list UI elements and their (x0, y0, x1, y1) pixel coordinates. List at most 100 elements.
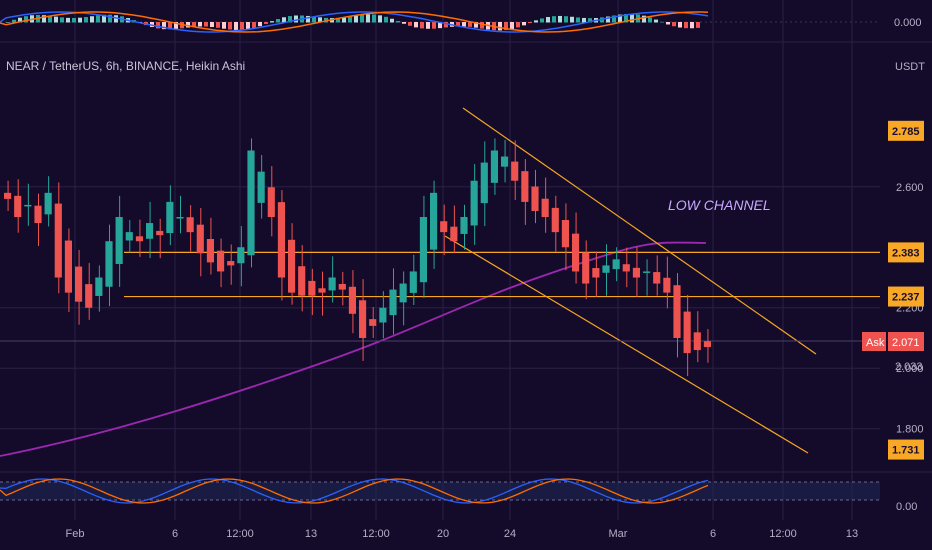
candle-body[interactable] (501, 156, 509, 167)
macd-bar (222, 22, 226, 29)
candle-body[interactable] (632, 267, 640, 278)
candle-body[interactable] (115, 217, 123, 264)
candle-body[interactable] (318, 288, 326, 293)
candle-body[interactable] (653, 272, 661, 284)
candle-body[interactable] (328, 277, 336, 291)
candle-body[interactable] (490, 150, 498, 183)
candle-body[interactable] (95, 277, 103, 296)
candle-body[interactable] (430, 192, 438, 250)
candle-body[interactable] (409, 271, 417, 293)
candle-body[interactable] (683, 311, 691, 354)
candle-body[interactable] (166, 201, 174, 234)
candle-body[interactable] (521, 171, 529, 202)
candle-body[interactable] (85, 284, 93, 308)
candle-body[interactable] (419, 217, 427, 283)
channel-lower-trendline[interactable] (444, 235, 809, 454)
candle-body[interactable] (602, 265, 610, 273)
candle-body[interactable] (247, 150, 255, 256)
candle-body[interactable] (531, 186, 539, 211)
candle-body[interactable] (470, 180, 478, 226)
macd-bar (90, 16, 94, 23)
candle-body[interactable] (663, 277, 671, 293)
candle-body[interactable] (105, 241, 113, 287)
candle-body[interactable] (572, 233, 580, 272)
candle-body[interactable] (511, 161, 519, 181)
ask-tag-price-bg (888, 332, 924, 351)
macd-bar (204, 22, 208, 27)
candle-body[interactable] (582, 252, 590, 284)
candle-body[interactable] (75, 266, 83, 302)
candle-body[interactable] (359, 300, 367, 338)
candle-body[interactable] (592, 268, 600, 278)
macd-bar (210, 22, 214, 28)
candle-body[interactable] (389, 289, 397, 316)
macd-bar (360, 14, 364, 23)
candle-body[interactable] (460, 217, 468, 234)
ask-tag-label-bg (862, 332, 886, 351)
candle-body[interactable] (541, 198, 549, 218)
candle-body[interactable] (257, 171, 265, 203)
currency-label: USDT (895, 61, 925, 73)
candle-body[interactable] (64, 240, 72, 293)
moving-average-line (0, 241, 707, 457)
candle-body[interactable] (673, 285, 681, 338)
macd-bar (258, 22, 262, 27)
ask-tag[interactable]: Ask 2.071 (862, 332, 924, 351)
candle-body[interactable] (4, 192, 12, 199)
price-tags: 2.785 2.383 2.237 1.731 (888, 120, 924, 460)
candle-body[interactable] (146, 223, 154, 239)
candlesticks[interactable] (4, 138, 711, 377)
macd-bar (696, 22, 700, 28)
candle-body[interactable] (308, 280, 316, 296)
candle-body[interactable] (298, 266, 306, 296)
macd-bar (6, 22, 10, 23)
candle-body[interactable] (277, 202, 285, 278)
candle-body[interactable] (267, 187, 275, 218)
macd-bar (558, 15, 562, 23)
candle-body[interactable] (227, 261, 235, 266)
candle-body[interactable] (125, 232, 133, 241)
candle-body[interactable] (643, 271, 651, 273)
macd-bar (516, 22, 520, 28)
macd-bar (396, 20, 400, 23)
candle-body[interactable] (34, 205, 42, 224)
macd-bar (288, 16, 292, 23)
candle-body[interactable] (196, 224, 204, 254)
macd-bar (162, 22, 166, 30)
stochastic-pane[interactable] (0, 478, 880, 504)
candle-body[interactable] (561, 220, 569, 248)
candle-body[interactable] (156, 230, 164, 236)
macd-pane[interactable] (0, 11, 880, 33)
candle-body[interactable] (622, 264, 630, 272)
candle-body[interactable] (551, 207, 559, 233)
candle-body[interactable] (348, 286, 356, 314)
x-tick-label: Feb (66, 528, 85, 540)
candle-body[interactable] (440, 221, 448, 233)
time-axis[interactable]: Feb 6 12:00 13 12:00 20 24 Mar 6 12:00 13 (66, 528, 859, 540)
candle-body[interactable] (612, 259, 620, 270)
candle-body[interactable] (24, 204, 32, 207)
candle-body[interactable] (176, 217, 184, 219)
candle-body[interactable] (186, 217, 194, 233)
candle-body[interactable] (379, 307, 387, 323)
candle-body[interactable] (206, 238, 214, 263)
candle-body[interactable] (135, 236, 143, 242)
candle-body[interactable] (703, 341, 711, 348)
candle-body[interactable] (369, 319, 377, 326)
candle-body[interactable] (14, 195, 22, 218)
candle-body[interactable] (54, 203, 62, 278)
candle-body[interactable] (288, 239, 296, 293)
candle-body[interactable] (338, 283, 346, 290)
candle-body[interactable] (399, 283, 407, 303)
macd-bar (60, 17, 64, 23)
candle-body[interactable] (693, 332, 701, 351)
candle-body[interactable] (217, 250, 225, 272)
candle-body[interactable] (237, 247, 245, 264)
channel-upper-trendline[interactable] (462, 107, 817, 355)
macd-bar (582, 17, 586, 23)
candle-body[interactable] (44, 192, 52, 215)
candle-body[interactable] (480, 162, 488, 204)
candle-body[interactable] (450, 226, 458, 242)
